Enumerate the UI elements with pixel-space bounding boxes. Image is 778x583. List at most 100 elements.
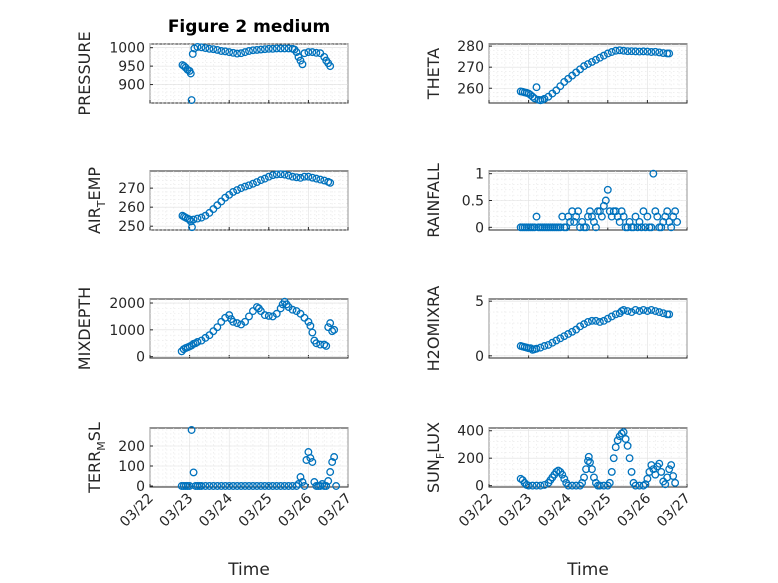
data-point [280,44,289,53]
data-point [540,342,549,350]
data-point [201,482,210,490]
y-tick-label: 100 [118,459,145,475]
y-tick-label: 270 [457,60,484,76]
data-point [237,184,246,193]
data-point [552,86,561,95]
data-point [556,82,565,91]
y-tick-label: 400 [457,424,484,440]
data-point [189,468,198,477]
data-point [663,207,672,216]
data-point [586,458,594,467]
data-point [326,62,335,71]
data-point [197,213,206,222]
data-point [591,223,600,232]
data-point [292,48,301,57]
data-point [617,429,626,438]
data-point [603,185,612,194]
y-tick-label: 950 [118,59,145,75]
data-point [641,223,650,232]
data-point [300,482,309,490]
data-point [643,474,652,483]
data-point [635,47,644,56]
data-point [595,53,604,62]
data-point [657,467,666,476]
data-point [332,482,341,490]
data-point [528,481,537,490]
data-point [276,44,285,53]
y-axis-label: MIXDEPTH [75,287,94,370]
data-point [322,482,331,490]
data-point [288,305,297,314]
data-point [530,223,539,232]
y-tick-label: 0 [136,350,145,366]
data-point [607,312,616,321]
data-point [637,223,646,232]
data-point [568,327,577,336]
y-tick-label: 900 [118,78,145,94]
data-point [256,307,265,316]
y-tick-label: 260 [118,200,145,216]
data-point [308,173,317,182]
y-axis-label: TERRMSL [85,422,108,494]
data-point [187,96,196,104]
data-point [298,60,307,69]
y-tick-label: 260 [457,81,484,97]
data-point [217,47,226,55]
data-point [631,481,640,490]
data-point [310,478,319,486]
chart-title: Figure 2 medium [168,17,330,37]
y-tick-label: 0 [475,349,484,365]
data-point [249,46,257,55]
y-axis-label: SUNFLUX [424,422,447,493]
data-point [665,49,674,58]
data-point [528,92,537,101]
data-point [671,478,680,487]
data-point [241,182,249,191]
data-point [272,482,281,490]
data-point [225,482,234,490]
data-point [655,308,664,317]
data-point [237,49,246,58]
data-point [629,223,638,232]
data-point [187,426,196,434]
data-point [193,43,202,51]
data-point [619,428,628,437]
y-axis-label: RAINFALL [424,163,443,238]
data-point [655,459,664,468]
data-point [651,47,660,56]
axes-h2omixra: 0 5 H2OMIXRA [424,286,688,371]
data-point [619,305,628,314]
data-point [213,482,222,490]
data-point [540,480,549,489]
data-point [591,316,600,325]
data-point [217,317,226,326]
axes-pressure: 900 950 1000 PRESSURE Figure 2 medium [75,17,349,116]
y-tick-label: 0 [475,479,484,495]
data-point [186,69,195,78]
data-point [280,482,289,490]
data-point [599,316,608,325]
data-point [233,49,242,58]
data-point [233,319,242,328]
data-point [655,48,664,57]
axes-terr_msl: 03/22 03/23 03/24 03/25 03/26 03/270100200TER… [85,422,355,580]
data-point [292,173,301,182]
y-tick-label: 1 [475,167,484,183]
data-point [591,55,600,64]
axes-air_temp: 250 260 270 AIRTEMP [85,167,349,235]
data-point [217,482,226,490]
data-point [241,48,249,57]
data-point [607,467,616,476]
data-point [619,212,628,221]
data-point [280,170,289,179]
data-point [627,467,636,476]
data-point [532,344,541,353]
data-point [582,465,590,474]
y-tick-label: 280 [457,39,484,55]
data-point [260,174,269,183]
data-point [249,482,257,490]
data-point [260,311,269,320]
data-point [205,331,214,340]
data-point [649,169,658,178]
